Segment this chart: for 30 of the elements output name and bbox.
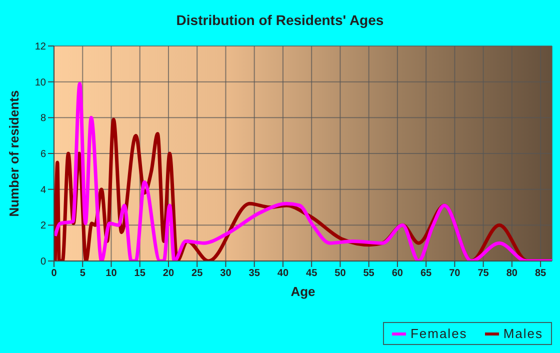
x-tick-label: 80 (506, 268, 518, 280)
x-tick-label: 85 (534, 268, 547, 280)
x-tick-label: 15 (134, 268, 146, 280)
x-tick-label: 25 (192, 268, 204, 280)
x-tick-label: 55 (363, 268, 375, 280)
y-tick-label: 6 (40, 149, 46, 160)
legend-label: Males (502, 326, 543, 341)
x-tick-label: 50 (334, 268, 346, 280)
x-tick-label: 65 (420, 268, 432, 280)
y-axis-title: Number of residents (6, 90, 22, 217)
y-tick-label: 0 (40, 256, 46, 268)
x-tick-label: 10 (106, 268, 118, 280)
legend-label: Females (409, 326, 468, 341)
x-tick-label: 60 (392, 268, 404, 280)
x-tick-label: 5 (80, 268, 86, 280)
x-tick-label: 20 (162, 268, 174, 280)
y-tick-label: 2 (40, 220, 46, 232)
x-tick-label: 0 (51, 268, 58, 280)
x-tick-label: 30 (220, 268, 232, 280)
y-tick-label: 10 (34, 77, 46, 88)
x-axis-title: Age (290, 284, 316, 300)
x-tick-label: 75 (478, 268, 490, 280)
y-tick-label: 4 (40, 184, 46, 196)
x-tick-label: 70 (449, 268, 461, 280)
x-tick-label: 35 (248, 268, 260, 280)
chart-title: Distribution of Residents' Ages (175, 12, 385, 28)
x-tick-label: 40 (277, 268, 289, 280)
y-tick-label: 8 (40, 113, 46, 124)
x-tick-label: 45 (306, 268, 318, 280)
y-tick-label: 12 (34, 42, 46, 53)
